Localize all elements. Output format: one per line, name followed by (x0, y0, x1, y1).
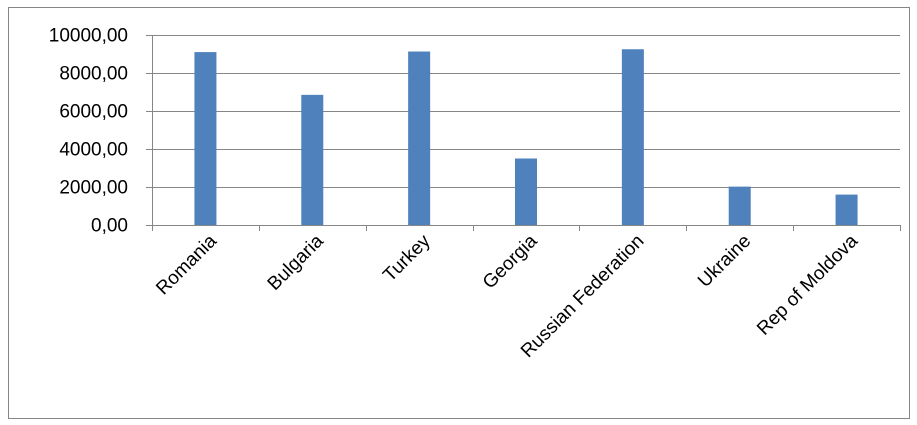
x-tick-label: Rep of Moldova (753, 230, 862, 339)
bar (194, 52, 217, 225)
bar (835, 194, 858, 225)
y-tick-label: 10000,00 (49, 26, 128, 47)
y-tick-label: 0,00 (91, 216, 128, 237)
bar (408, 51, 431, 225)
bar (621, 49, 644, 225)
bar (728, 186, 751, 225)
y-tick-label: 4000,00 (59, 140, 128, 161)
x-tick-label: Georgia (479, 230, 542, 293)
x-tick-label: Romania (152, 230, 221, 299)
x-tick-label: Ukraine (694, 231, 755, 292)
x-tick-label: Turkey (379, 230, 435, 286)
y-tick-label: 8000,00 (59, 64, 128, 85)
x-tick-label: Bulgaria (264, 230, 328, 294)
x-tick-label: Russian Federation (517, 231, 648, 362)
chart-frame (8, 7, 910, 419)
bar (301, 94, 324, 225)
bar (515, 158, 537, 225)
y-tick-label: 6000,00 (59, 102, 128, 123)
y-tick-label: 2000,00 (59, 178, 128, 199)
